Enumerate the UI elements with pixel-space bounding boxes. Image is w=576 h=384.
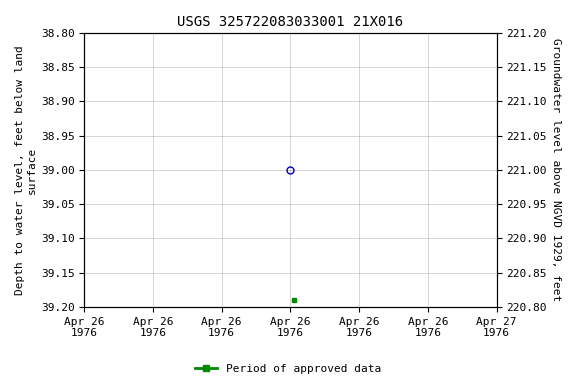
Y-axis label: Groundwater level above NGVD 1929, feet: Groundwater level above NGVD 1929, feet xyxy=(551,38,561,301)
Legend: Period of approved data: Period of approved data xyxy=(191,359,385,379)
Title: USGS 325722083033001 21X016: USGS 325722083033001 21X016 xyxy=(177,15,403,29)
Y-axis label: Depth to water level, feet below land
surface: Depth to water level, feet below land su… xyxy=(15,45,37,295)
